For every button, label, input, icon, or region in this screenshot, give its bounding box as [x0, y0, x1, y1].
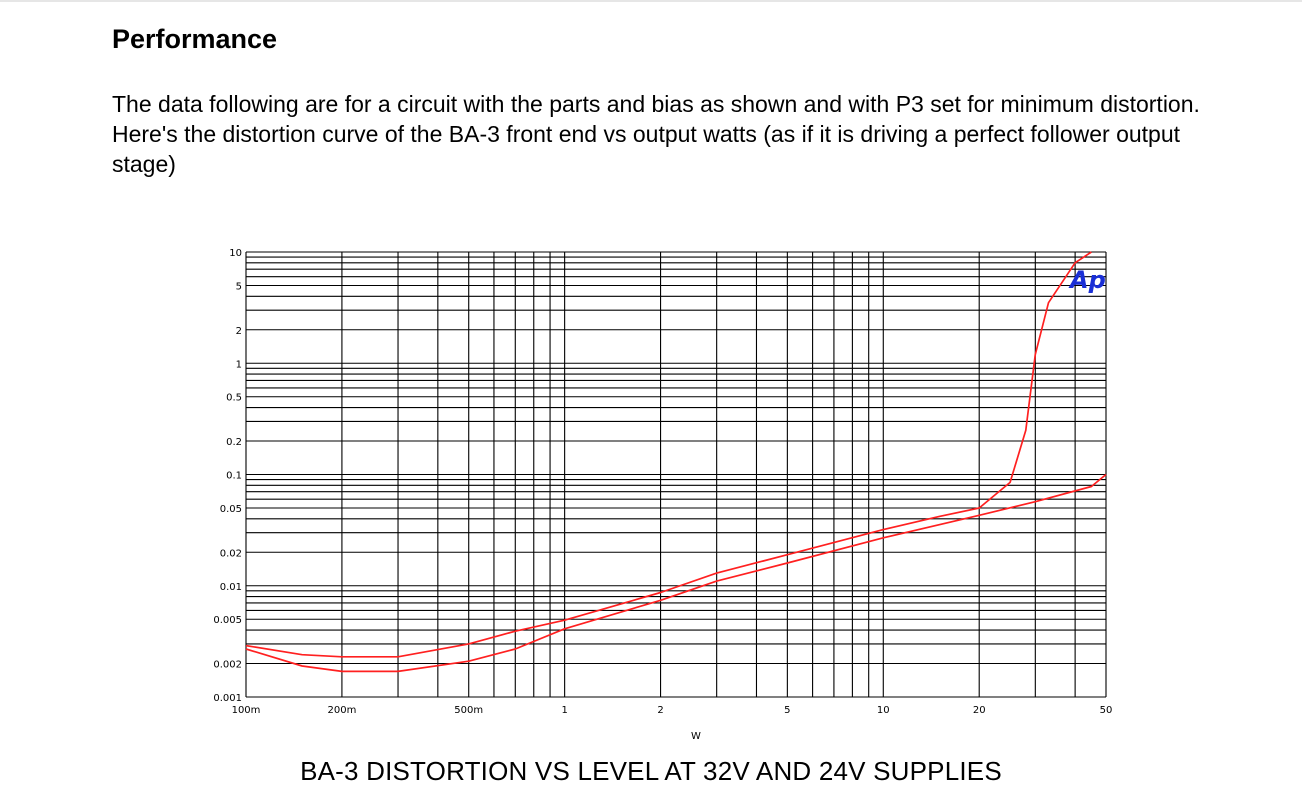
x-tick-label: 5 [784, 705, 790, 716]
y-tick-label: 5 [236, 281, 242, 292]
x-tick-label: 50 [1100, 705, 1113, 716]
x-tick-label: 100m [232, 705, 261, 716]
body-paragraph: The data following are for a circuit wit… [112, 91, 1200, 177]
x-tick-label: 500m [454, 705, 483, 716]
y-tick-label: 2 [236, 326, 242, 337]
ap-logo: Ap [1068, 266, 1106, 294]
y-tick-label: 0.5 [226, 393, 242, 404]
x-tick-label: 2 [657, 705, 663, 716]
y-tick-label: 0.005 [213, 615, 242, 626]
y-tick-label: 10 [229, 248, 242, 259]
y-tick-label: 0.02 [220, 548, 242, 559]
x-tick-label: 200m [328, 705, 357, 716]
chart-caption: BA-3 DISTORTION VS LEVEL AT 32V AND 24V … [300, 756, 1002, 786]
x-axis-label: W [691, 731, 701, 742]
distortion-curve-1 [245, 251, 1092, 658]
y-axis-ticks: 10 5 2 1 0.5 0.2 0.1 0.05 0.02 0.01 0.005 0.002 0.00… [213, 248, 242, 704]
chart-grid [245, 251, 1107, 698]
y-tick-label: 0.01 [220, 582, 242, 593]
y-tick-label: 0.2 [226, 437, 242, 448]
x-tick-label: 20 [973, 705, 986, 716]
distortion-curve-2 [245, 473, 1107, 673]
x-tick-label: 1 [561, 705, 567, 716]
x-axis-ticks: 100m 200m 500m 1 2 5 10 20 50 [232, 705, 1113, 716]
y-tick-label: 0.05 [220, 504, 242, 515]
section-heading: Performance [112, 24, 278, 54]
y-tick-label: 1 [236, 359, 242, 370]
distortion-chart: 10 5 2 1 0.5 0.2 0.1 0.05 0.02 0.01 0.005 0.002 0.00… [213, 248, 1113, 742]
top-border [0, 0, 1302, 2]
chart-series [245, 251, 1107, 673]
y-tick-label: 0.002 [213, 660, 242, 671]
y-tick-label: 0.1 [226, 471, 242, 482]
x-tick-label: 10 [877, 705, 890, 716]
y-tick-label: 0.001 [213, 693, 242, 704]
